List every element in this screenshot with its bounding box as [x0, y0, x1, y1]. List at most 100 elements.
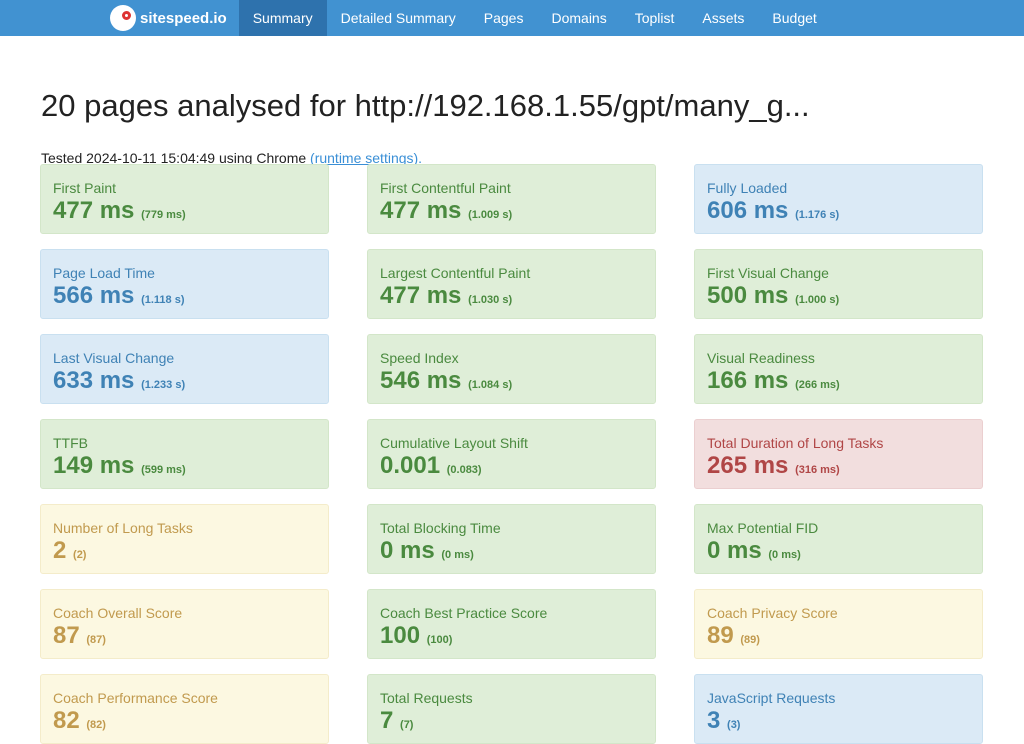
metric-sub-value: (266 ms) [795, 379, 840, 391]
metric-title: Coach Privacy Score [707, 605, 838, 621]
metric-sub-value: (0 ms) [441, 549, 474, 561]
test-info-text: Tested 2024-10-11 15:04:49 using Chrome [41, 150, 307, 166]
metric-title: Fully Loaded [707, 180, 788, 196]
metric-value: 0 ms [380, 537, 435, 564]
metric-title: Total Duration of Long Tasks [707, 435, 884, 451]
metric-sub-value: (87) [86, 634, 106, 646]
metric-title: Visual Readiness [707, 350, 815, 366]
metric-sub-value: (2) [73, 549, 87, 561]
metric-title: TTFB [53, 435, 88, 451]
nav-domains[interactable]: Domains [551, 10, 607, 26]
metric-title: Page Load Time [53, 265, 155, 281]
metric-value: 566 ms [53, 282, 135, 309]
metric-sub-value: (7) [400, 719, 414, 731]
metric-card-cumulative-layout-shift: Cumulative Layout Shift 0.001 (0.083) [367, 419, 656, 489]
metric-value: 477 ms [380, 197, 462, 224]
metric-sub-value: (3) [727, 719, 741, 731]
metric-card-fully-loaded: Fully Loaded 606 ms (1.176 s) [694, 164, 983, 234]
metric-sub-value: (1.009 s) [468, 209, 513, 221]
metric-value: 500 ms [707, 282, 789, 309]
nav-summary[interactable]: Summary [238, 0, 327, 36]
nav-pages[interactable]: Pages [483, 10, 524, 26]
metric-title: Coach Overall Score [53, 605, 183, 621]
metric-card-total-duration-of-long-tasks: Total Duration of Long Tasks 265 ms (316 … [694, 419, 983, 489]
metric-sub-value: (1.118 s) [141, 294, 185, 306]
nav-detailed-summary[interactable]: Detailed Summary [340, 10, 456, 26]
metric-value: 87 [53, 622, 80, 649]
metric-sub-value: (1.233 s) [141, 379, 186, 391]
metric-value: 2 [53, 537, 67, 564]
metric-card-total-requests: Total Requests 7 (7) [367, 674, 656, 744]
metric-value: 3 [707, 707, 721, 734]
metric-value: 100 [380, 622, 421, 649]
nav-toplist[interactable]: Toplist [634, 10, 675, 26]
metric-title: Coach Best Practice Score [380, 605, 548, 621]
metric-title: Total Blocking Time [380, 520, 501, 536]
page-title: 20 pages analysed for http://192.168.1.5… [41, 88, 810, 123]
metric-card-visual-readiness: Visual Readiness 166 ms (266 ms) [694, 334, 983, 404]
metric-card-coach-privacy-score: Coach Privacy Score 89 (89) [694, 589, 983, 659]
metric-title: First Contentful Paint [380, 180, 511, 196]
metric-card-total-blocking-time: Total Blocking Time 0 ms (0 ms) [367, 504, 656, 574]
metric-title: Number of Long Tasks [53, 520, 193, 536]
metric-sub-value: (779 ms) [141, 209, 186, 221]
metric-title: Largest Contentful Paint [380, 265, 531, 281]
metric-card-max-potential-fid: Max Potential FID 0 ms (0 ms) [694, 504, 983, 574]
metric-value: 82 [53, 707, 80, 734]
brand-name: sitespeed.io [140, 9, 227, 27]
metric-value: 149 ms [53, 452, 135, 479]
metric-card-ttfb: TTFB 149 ms (599 ms) [40, 419, 329, 489]
metric-title: Total Requests [380, 690, 473, 706]
metric-sub-value: (316 ms) [795, 464, 840, 476]
test-info: Tested 2024-10-11 15:04:49 using Chrome … [41, 150, 1024, 166]
metric-value: 606 ms [707, 197, 789, 224]
metric-card-first-paint: First Paint 477 ms (779 ms) [40, 164, 329, 234]
metric-card-first-contentful-paint: First Contentful Paint 477 ms (1.009 s) [367, 164, 656, 234]
metric-value: 89 [707, 622, 734, 649]
metric-sub-value: (82) [86, 719, 106, 731]
metric-value: 546 ms [380, 367, 462, 394]
nav-assets[interactable]: Assets [702, 10, 745, 26]
metric-title: Max Potential FID [707, 520, 819, 536]
metric-value: 477 ms [380, 282, 462, 309]
metric-value: 265 ms [707, 452, 789, 479]
metric-card-coach-best-practice-score: Coach Best Practice Score 100 (100) [367, 589, 656, 659]
runtime-settings-link[interactable]: (runtime settings). [310, 150, 423, 166]
metric-card-last-visual-change: Last Visual Change 633 ms (1.233 s) [40, 334, 329, 404]
metric-sub-value: (1.000 s) [795, 294, 840, 306]
top-nav: sitespeed.io Summary Detailed Summary Page… [0, 0, 1024, 36]
metric-card-speed-index: Speed Index 546 ms (1.084 s) [367, 334, 656, 404]
metric-value: 7 [380, 707, 394, 734]
metric-title: Coach Performance Score [53, 690, 218, 706]
metric-value: 0 ms [707, 537, 762, 564]
metric-card-first-visual-change: First Visual Change 500 ms (1.000 s) [694, 249, 983, 319]
metric-card-javascript-requests: JavaScript Requests 3 (3) [694, 674, 983, 744]
nav-budget[interactable]: Budget [772, 10, 817, 26]
metric-sub-value: (89) [740, 634, 760, 646]
metric-value: 166 ms [707, 367, 789, 394]
metric-title: Cumulative Layout Shift [380, 435, 528, 451]
metric-sub-value: (1.030 s) [468, 294, 513, 306]
metric-value: 477 ms [53, 197, 135, 224]
metric-card-coach-overall-score: Coach Overall Score 87 (87) [40, 589, 329, 659]
metrics-grid: First Paint 477 ms (779 ms) First Contentf… [40, 164, 983, 744]
metric-card-largest-contentful-paint: Largest Contentful Paint 477 ms (1.030 s) [367, 249, 656, 319]
metric-sub-value: (1.176 s) [795, 209, 840, 221]
metric-card-number-of-long-tasks: Number of Long Tasks 2 (2) [40, 504, 329, 574]
metric-sub-value: (100) [426, 634, 453, 646]
metric-card-coach-performance-score: Coach Performance Score 82 (82) [40, 674, 329, 744]
metric-value: 633 ms [53, 367, 135, 394]
metric-title: First Paint [53, 180, 117, 196]
metric-value: 0.001 [380, 452, 441, 479]
metric-sub-value: (599 ms) [141, 464, 186, 476]
metric-title: First Visual Change [707, 265, 829, 281]
metric-title: Last Visual Change [53, 350, 175, 366]
metric-sub-value: (0.083) [446, 464, 482, 476]
metric-sub-value: (0 ms) [768, 549, 801, 561]
metric-sub-value: (1.084 s) [468, 379, 513, 391]
brand-link[interactable]: sitespeed.io [110, 0, 239, 36]
metric-card-page-load-time: Page Load Time 566 ms (1.118 s) [40, 249, 329, 319]
sitespeed-logo-icon [110, 5, 136, 31]
metric-title: JavaScript Requests [707, 690, 836, 706]
metric-title: Speed Index [380, 350, 459, 366]
